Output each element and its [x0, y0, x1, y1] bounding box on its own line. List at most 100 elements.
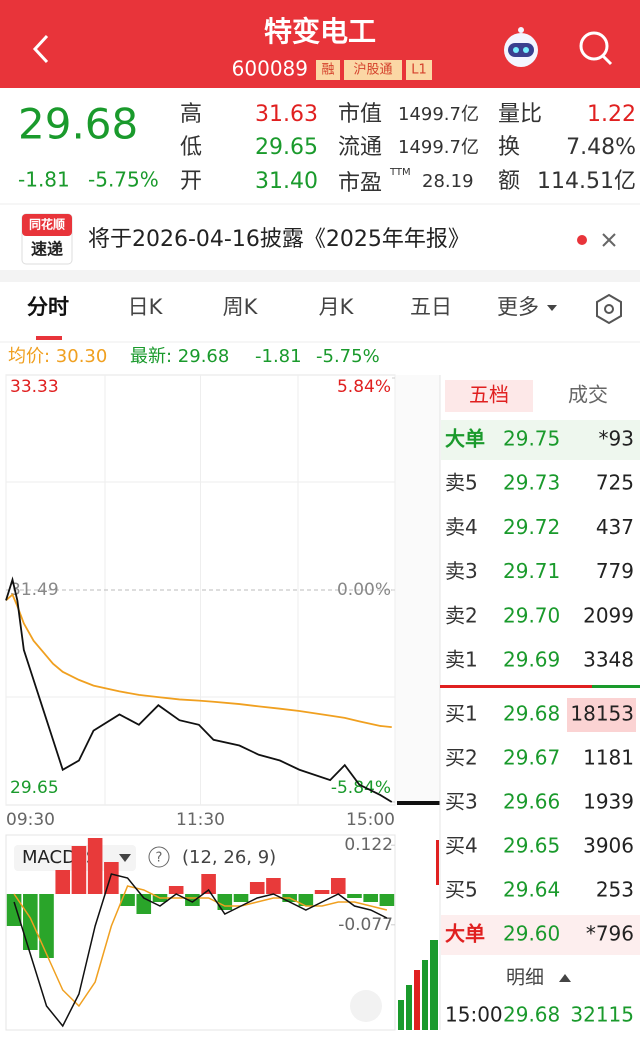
book-tab[interactable]: 五档 [469, 383, 509, 407]
robot-icon[interactable] [504, 27, 538, 67]
tab[interactable]: 更多 [497, 295, 539, 319]
avg-price: 均价: 30.30 [8, 346, 107, 367]
book-volume: 437 [596, 515, 634, 539]
tag-bg [406, 60, 432, 80]
book-label: 大单 [445, 427, 485, 451]
y-tick-label: 33.33 [10, 377, 59, 397]
book-label: 卖2 [445, 603, 478, 627]
gap [0, 270, 640, 282]
dropdown-arrow [119, 854, 131, 862]
search-icon[interactable] [579, 31, 613, 66]
help-icon[interactable] [148, 846, 170, 868]
stat-label: 额 [498, 169, 520, 194]
macd-bar [314, 890, 330, 894]
book-volume: 779 [596, 559, 634, 583]
macd-bar [201, 874, 216, 894]
book-price: 29.75 [503, 427, 560, 451]
tab-bg [445, 380, 533, 412]
book-volume: 18153 [570, 702, 634, 726]
book-volume: 1939 [583, 790, 634, 814]
detail-label[interactable]: 明细 [506, 967, 544, 989]
stat-label: 开 [180, 169, 202, 194]
book-price: 29.67 [503, 746, 560, 770]
logo-text: 同花顺 [29, 217, 65, 232]
x-tick-label: 11:30 [176, 810, 225, 830]
stat-label: 换 [498, 135, 520, 160]
book-price: 29.65 [503, 834, 560, 858]
trade-time: 15:00 [445, 1003, 503, 1027]
settings-icon[interactable] [596, 293, 622, 325]
notice-text[interactable]: 将于2026-04-16披露《2025年年报》 [88, 227, 470, 252]
fullscreen-button[interactable] [350, 990, 382, 1022]
macd-bar [39, 894, 54, 958]
macd-bar [233, 894, 249, 902]
x-tick-label: 09:30 [6, 810, 55, 830]
book-volume: 3348 [583, 648, 634, 672]
book-price: 29.60 [503, 922, 560, 946]
dea-line [13, 885, 388, 1008]
tab[interactable]: 周K [223, 295, 259, 319]
macd-bar [298, 894, 314, 906]
macd-bar [87, 838, 103, 894]
y2-tick-label: 5.84% [337, 377, 391, 397]
book-price: 29.64 [503, 878, 560, 902]
stat-value: 31.40 [255, 169, 318, 194]
y-tick-label: 29.65 [10, 778, 59, 798]
book-label: 卖1 [445, 648, 478, 672]
logo-text: 速递 [31, 240, 63, 259]
stat-value: 28.19 [422, 171, 474, 192]
y2-tick-label: 0.00% [337, 580, 391, 600]
close-button[interactable] [602, 233, 616, 247]
book-price: 29.73 [503, 471, 560, 495]
stat-value: 31.63 [255, 102, 318, 127]
stat-label: 流通 [338, 135, 382, 160]
stat-label: 低 [180, 135, 202, 160]
tab[interactable]: 日K [128, 295, 164, 319]
book-label: 卖4 [445, 515, 478, 539]
stat-value: 114.51亿 [537, 169, 636, 194]
tab[interactable]: 月K [319, 295, 355, 319]
x-tick-label: 15:00 [346, 810, 395, 830]
book-label: 买5 [445, 878, 478, 902]
book-split [592, 685, 640, 688]
trade-price: 29.68 [503, 1003, 560, 1027]
dropdown-arrow [547, 305, 557, 311]
row-bg [441, 915, 640, 955]
latest-percent: -5.75% [316, 346, 380, 367]
book-label: 卖3 [445, 559, 478, 583]
change: -1.81 [18, 168, 70, 192]
book-label: 买2 [445, 746, 478, 770]
book-price: 29.69 [503, 648, 560, 672]
stat-value: 1499.7亿 [398, 137, 479, 158]
tag: L1 [411, 63, 427, 78]
book-split [440, 685, 592, 688]
stat-sup: TTM [389, 167, 411, 178]
tab[interactable]: 分时 [27, 295, 69, 319]
avg-line [5, 593, 392, 729]
stock-name: 特变电工 [264, 15, 376, 48]
stat-value: 1499.7亿 [398, 104, 479, 125]
price-marker [397, 801, 440, 805]
tab[interactable]: 五日 [410, 295, 452, 319]
settings-icon-dot [604, 304, 614, 314]
last-price: 29.68 [18, 100, 138, 149]
volume-strip [395, 375, 440, 805]
book-volume: 1181 [583, 746, 634, 770]
book-volume: 2099 [583, 603, 634, 627]
y-tick-label: 31.49 [10, 580, 59, 600]
tag: 沪股通 [353, 62, 392, 78]
macd-bar [55, 870, 71, 894]
change-percent: -5.75% [88, 168, 159, 192]
dif-line [13, 873, 388, 1028]
macd-bar [23, 894, 38, 950]
book-label: 卖5 [445, 471, 478, 495]
stat-label: 市盈 [338, 171, 382, 196]
macd-bar [185, 894, 200, 906]
latest-price: 最新: 29.68 [130, 346, 229, 367]
back-button[interactable] [32, 34, 49, 64]
macd-bar [168, 886, 184, 894]
y-tick-label: -0.077 [338, 915, 393, 935]
book-tab[interactable]: 成交 [568, 383, 608, 407]
book-price: 29.72 [503, 515, 560, 539]
